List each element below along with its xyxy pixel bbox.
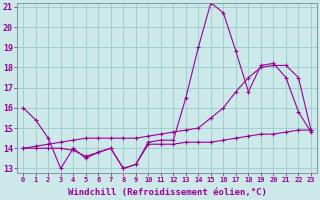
X-axis label: Windchill (Refroidissement éolien,°C): Windchill (Refroidissement éolien,°C) <box>68 188 267 197</box>
